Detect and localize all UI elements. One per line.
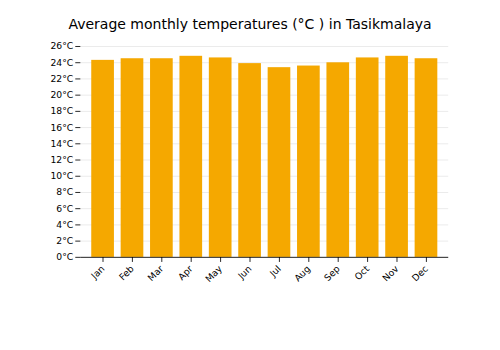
svg-text:24°C: 24°C [50,57,73,68]
svg-text:0°C: 0°C [56,251,73,262]
svg-text:Jun: Jun [235,263,254,282]
svg-text:2°C: 2°C [56,235,73,246]
svg-text:20°C: 20°C [50,89,73,100]
svg-text:10°C: 10°C [50,170,73,181]
svg-text:6°C: 6°C [56,203,73,214]
svg-text:Sep: Sep [322,263,342,283]
svg-text:May: May [203,263,225,285]
svg-text:Apr: Apr [176,263,195,282]
svg-text:18°C: 18°C [50,105,73,116]
svg-text:Jan: Jan [88,263,107,282]
svg-text:Oct: Oct [352,263,371,282]
svg-text:Aug: Aug [292,263,313,284]
svg-text:8°C: 8°C [56,186,73,197]
svg-text:12°C: 12°C [50,154,73,165]
svg-text:Mar: Mar [145,263,165,283]
svg-text:Nov: Nov [380,263,401,284]
svg-text:Dec: Dec [410,263,430,283]
html-text:Average monthly temperatures (: Average monthly temperatures (°C ) in Ta… [68,16,432,32]
svg-text:Feb: Feb [117,263,136,282]
svg-text:16°C: 16°C [50,122,73,133]
svg-text:Jul: Jul [267,263,283,279]
svg-text:22°C: 22°C [50,73,73,84]
svg-text:14°C: 14°C [50,138,73,149]
svg-text:4°C: 4°C [56,219,73,230]
svg-text:26°C: 26°C [50,40,73,51]
